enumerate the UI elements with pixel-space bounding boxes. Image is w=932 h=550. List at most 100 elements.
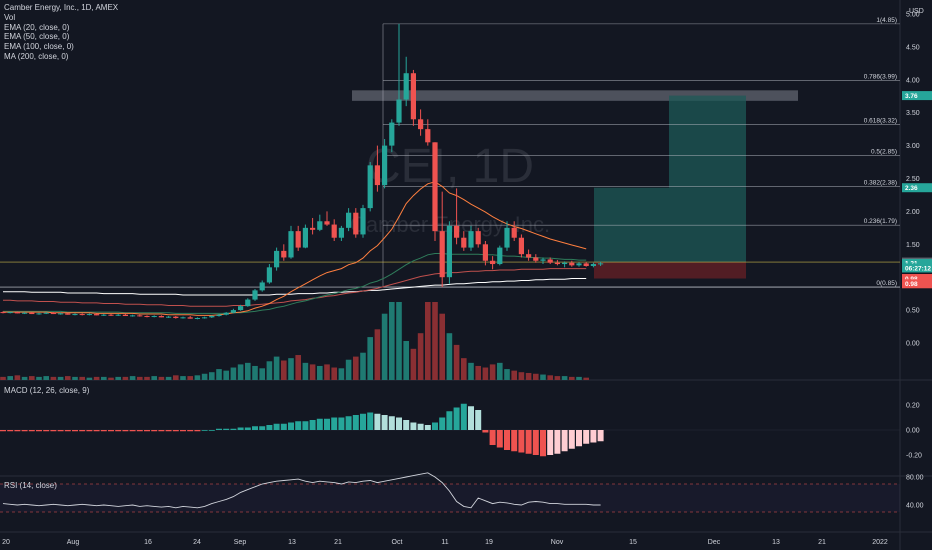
macd-histogram-bar [496,430,503,448]
candle-body [598,263,604,265]
time-tick-label[interactable]: Aug [67,539,80,546]
candle-body [245,299,251,307]
candle-body [216,314,222,317]
time-tick-label[interactable]: Oct [392,539,403,546]
candle-body [490,260,496,265]
time-tick-label[interactable]: Sep [234,539,247,546]
candle-body [346,212,352,228]
macd-histogram-bar [460,403,467,430]
candle-body [166,316,172,318]
fib-level-label: 0.5(2.85) [871,148,897,155]
macd-histogram-bar [172,430,179,432]
price-tag [902,91,932,101]
volume-bar [345,359,352,380]
candle-body [338,227,344,238]
candle-body [310,227,316,230]
macd-histogram-bar [273,423,280,430]
candle-body [58,313,64,315]
volume-bar [353,356,359,380]
macd-histogram-bar [158,430,165,432]
symbol-title[interactable]: Camber Energy, Inc., 1D, AMEX [4,3,119,12]
candle-body [14,312,20,314]
volume-bar [511,370,517,380]
target-zone-upper [669,95,746,188]
candle-body [302,227,308,248]
legend-ema100[interactable]: EMA (100, close, 0) [4,42,74,52]
ma200-line [3,278,587,296]
volume-bar [57,376,64,380]
time-tick-label[interactable]: 16 [144,539,152,546]
volume-bar [101,376,107,380]
volume-bar [533,373,539,380]
time-tick-label[interactable]: 11 [441,539,448,546]
candle-body [454,225,460,238]
candle-body [266,267,272,283]
macd-histogram-bar [554,430,561,454]
time-tick-label[interactable]: 21 [334,539,342,546]
time-tick-label[interactable]: 20 [2,539,10,546]
candle-body [79,314,85,316]
macd-histogram-bar [324,418,330,430]
legend-ema50[interactable]: EMA (50, close, 0) [4,32,70,42]
time-tick-label[interactable]: 13 [288,539,296,546]
candle-body [115,314,121,316]
candle-body [382,145,388,186]
candle-body [130,315,136,317]
volume-bar [144,376,150,380]
price-tick-label: 3.00 [906,143,920,150]
volume-bar [93,376,100,380]
macd-histogram-bar [79,430,86,432]
macd-histogram-bar [381,415,388,430]
legend-vol[interactable]: Vol [4,12,16,22]
rsi-label[interactable]: RSI (14, close) [4,481,57,490]
candle-body [281,250,287,258]
candle-body [43,312,49,314]
macd-histogram-bar [72,430,78,432]
macd-histogram-bar [403,420,410,430]
volume-bar [14,375,21,380]
time-tick-label[interactable]: 2022 [872,539,888,546]
candle-body [497,247,503,265]
candle-body [65,313,71,315]
volume-bar [36,376,42,380]
time-tick-label[interactable]: 15 [629,539,637,546]
candle-body [317,221,323,230]
macd-label[interactable]: MACD (12, 26, close, 9) [4,386,90,395]
time-tick-label[interactable]: Nov [551,539,564,546]
legend-ma200[interactable]: MA (200, close, 0) [4,51,69,61]
volume-bar [266,361,273,380]
macd-histogram-bar [568,430,575,449]
fib-level-label: 1(4.85) [876,17,897,24]
time-tick-label[interactable]: 24 [193,539,201,546]
macd-histogram-bar [532,430,539,455]
candle-body [223,312,229,315]
volume-bar [180,376,186,380]
legend-ema20[interactable]: EMA (20, close, 0) [4,22,70,32]
macd-histogram-bar [93,430,100,432]
volume-bar [367,337,373,380]
macd-histogram-bar [561,430,568,452]
candle-body [562,262,568,265]
price-tick-label: 5.00 [906,12,920,19]
volume-bar [389,302,395,380]
volume-bar [554,376,561,380]
candle-body [94,314,100,316]
macd-tick-label: 0.00 [906,428,920,435]
time-tick-label[interactable]: 21 [818,539,826,546]
macd-histogram-bar [388,416,395,430]
volume-bar [576,376,582,380]
volume-bar [446,333,453,380]
time-tick-label[interactable]: 13 [772,539,780,546]
candle-body [259,282,265,291]
volume-bar [209,372,215,380]
time-tick-label[interactable]: 19 [485,539,493,546]
currency-label: USD [909,8,924,15]
macd-histogram-bar [28,430,35,432]
volume-bar [417,333,424,380]
volume-bar [7,376,13,380]
candle-body [353,212,359,235]
time-tick-label[interactable]: Dec [708,539,721,546]
candle-body [0,312,6,314]
